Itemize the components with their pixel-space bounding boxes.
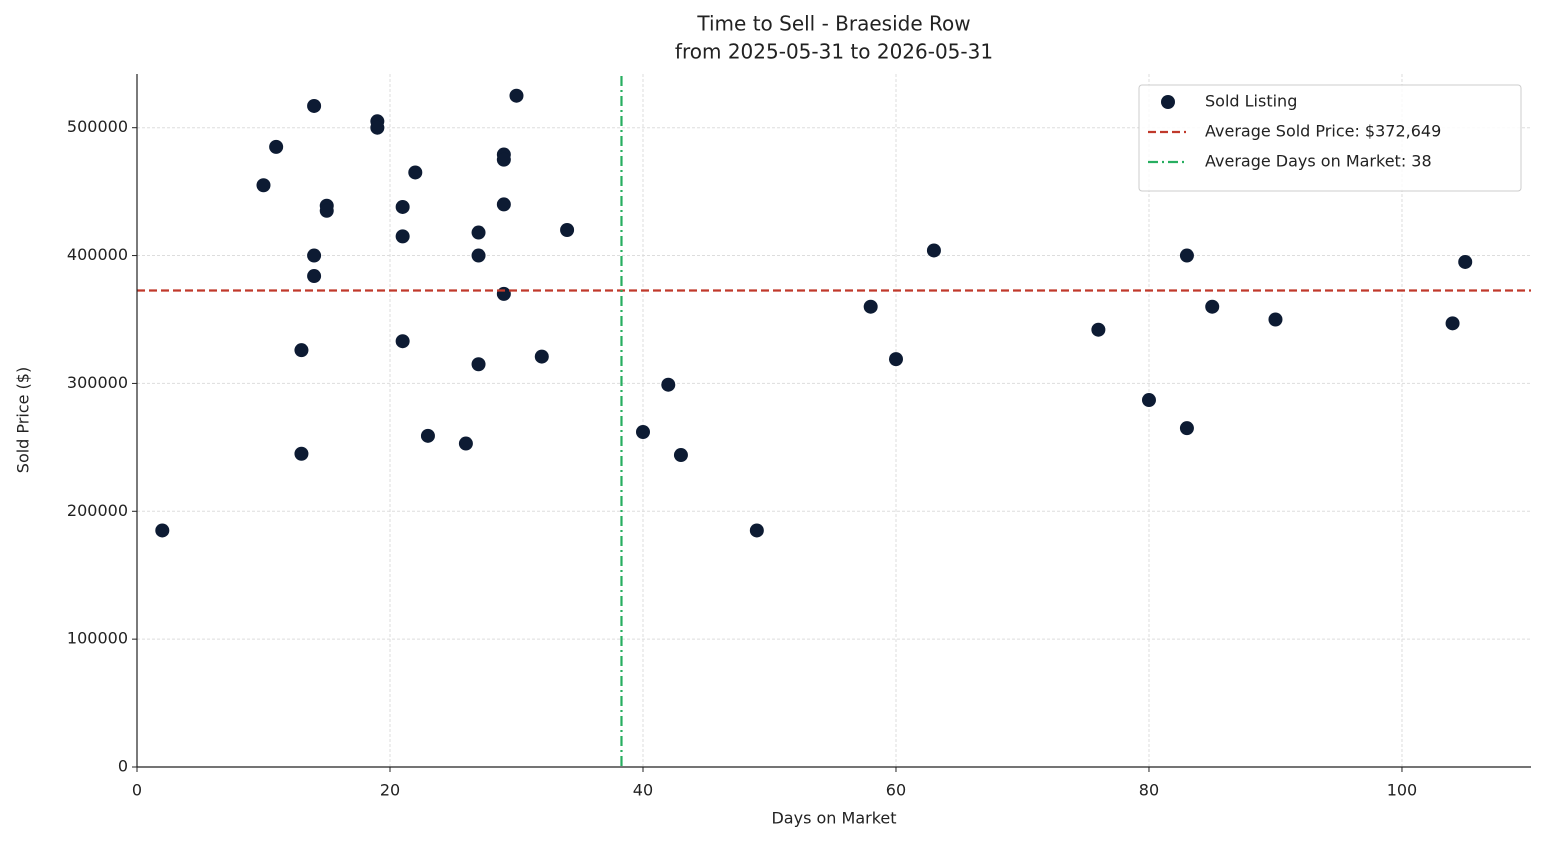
data-point <box>319 203 334 218</box>
data-point <box>1458 254 1473 269</box>
y-tick-label: 500000 <box>67 117 128 136</box>
data-point <box>420 428 435 443</box>
data-point <box>661 377 676 392</box>
data-point <box>294 343 309 358</box>
legend-marker <box>1161 95 1175 109</box>
x-tick-label: 20 <box>380 781 400 800</box>
data-point <box>635 425 650 440</box>
legend-label: Average Days on Market: 38 <box>1205 152 1432 171</box>
data-point <box>749 523 764 538</box>
data-point <box>307 98 322 113</box>
data-point <box>1268 312 1283 327</box>
data-point <box>458 436 473 451</box>
data-point <box>408 165 423 180</box>
data-point <box>926 243 941 258</box>
data-point <box>395 199 410 214</box>
x-tick-label: 0 <box>132 781 142 800</box>
data-point <box>560 222 575 237</box>
legend-box <box>1138 84 1522 192</box>
data-point <box>1141 393 1156 408</box>
data-point <box>534 349 549 364</box>
data-point <box>496 152 511 167</box>
y-axis-label: Sold Price ($) <box>14 367 33 473</box>
x-tick-label: 100 <box>1387 781 1418 800</box>
y-tick-label: 400000 <box>67 245 128 264</box>
data-point <box>1179 421 1194 436</box>
y-tick-label: 100000 <box>67 629 128 648</box>
chart-subtitle: from 2025-05-31 to 2026-05-31 <box>675 40 993 64</box>
data-point <box>1445 316 1460 331</box>
data-point <box>370 120 385 135</box>
data-point <box>256 178 271 193</box>
data-point <box>673 448 688 463</box>
data-point <box>307 269 322 284</box>
data-point <box>395 334 410 349</box>
data-point <box>888 352 903 367</box>
plot-area <box>137 76 1531 767</box>
data-point <box>471 357 486 372</box>
legend: Sold Listing Average Sold Price: $372,649… <box>1138 84 1522 192</box>
chart-title: Time to Sell - Braeside Row <box>696 12 970 36</box>
data-point <box>294 446 309 461</box>
data-point <box>509 88 524 103</box>
x-tick-label: 80 <box>1139 781 1159 800</box>
y-tick-label: 0 <box>118 757 128 776</box>
data-point <box>471 248 486 263</box>
legend-label: Average Sold Price: $372,649 <box>1205 122 1441 141</box>
data-point <box>1205 299 1220 314</box>
x-axis-label: Days on Market <box>771 809 896 828</box>
data-point <box>496 286 511 301</box>
data-point <box>155 523 170 538</box>
data-point <box>395 229 410 244</box>
data-point <box>1179 248 1194 263</box>
data-point <box>269 139 284 154</box>
data-point <box>471 225 486 240</box>
y-tick-label: 200000 <box>67 501 128 520</box>
data-point <box>307 248 322 263</box>
y-tick-label: 300000 <box>67 373 128 392</box>
data-point <box>863 299 878 314</box>
legend-label: Sold Listing <box>1205 92 1297 111</box>
data-point <box>1091 322 1106 337</box>
x-tick-label: 40 <box>633 781 653 800</box>
data-point <box>496 197 511 212</box>
x-tick-label: 60 <box>886 781 906 800</box>
